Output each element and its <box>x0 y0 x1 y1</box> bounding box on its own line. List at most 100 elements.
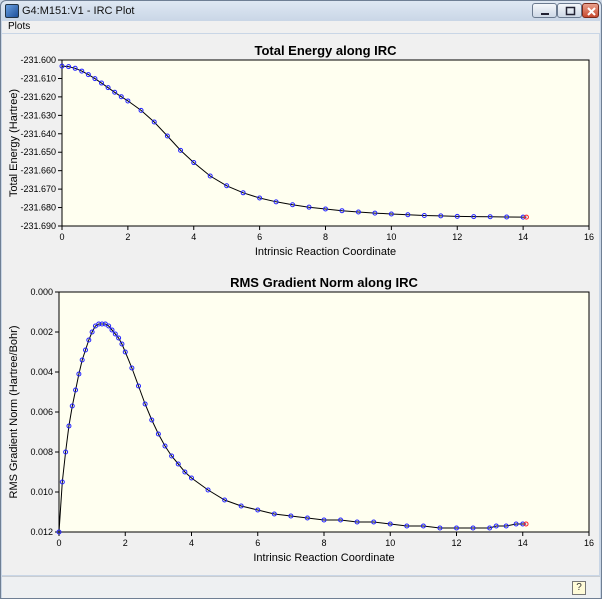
title-bar[interactable]: G4:M151:V1 - IRC Plot <box>1 1 601 21</box>
x-tick-label: 0 <box>56 538 61 548</box>
data-point <box>72 65 78 71</box>
data-point <box>224 183 230 189</box>
window-title: G4:M151:V1 - IRC Plot <box>22 5 135 17</box>
y-tick-label: -231.650 <box>20 147 56 157</box>
data-point <box>487 214 493 220</box>
data-point <box>520 214 526 220</box>
data-point <box>99 80 105 86</box>
data-point <box>323 206 328 212</box>
x-tick-label: 12 <box>452 232 462 242</box>
data-point <box>471 214 477 220</box>
data-point <box>304 515 310 521</box>
data-point <box>339 208 345 214</box>
data-point <box>122 349 128 355</box>
y-tick-label: -231.680 <box>20 203 56 213</box>
data-point <box>470 525 476 531</box>
data-point <box>92 76 98 82</box>
y-axis-label: Total Energy (Hartree) <box>8 89 20 197</box>
data-point <box>182 469 188 475</box>
data-point <box>420 523 426 529</box>
maximize-button[interactable] <box>557 3 582 18</box>
data-point <box>273 199 279 205</box>
data-point <box>207 173 213 179</box>
data-point <box>105 85 111 91</box>
data-point <box>306 204 312 210</box>
y-tick-label: -231.610 <box>20 73 56 83</box>
data-point <box>238 503 244 509</box>
help-icon[interactable]: ? <box>572 581 586 595</box>
data-point <box>523 214 529 220</box>
y-tick-label: -231.630 <box>20 110 56 120</box>
y-tick-label: -231.640 <box>20 129 56 139</box>
data-point <box>136 383 141 389</box>
data-point <box>454 213 460 219</box>
chart-title: Total Energy along IRC <box>254 43 397 58</box>
data-point <box>79 68 85 74</box>
data-point <box>388 211 394 217</box>
y-tick-label: -231.690 <box>20 221 56 231</box>
data-point <box>404 523 410 529</box>
data-point <box>66 423 72 429</box>
x-tick-label: 16 <box>584 232 594 242</box>
app-icon[interactable] <box>5 4 19 18</box>
data-point <box>112 331 118 337</box>
data-point <box>487 525 493 531</box>
data-point <box>338 517 344 523</box>
data-point <box>89 329 95 335</box>
data-point <box>437 525 443 531</box>
data-point <box>169 453 175 459</box>
data-point <box>118 94 124 100</box>
data-point <box>155 431 161 437</box>
data-point <box>69 403 75 409</box>
y-tick-label: -231.670 <box>20 184 56 194</box>
data-point <box>371 519 377 525</box>
x-tick-label: 4 <box>189 538 194 548</box>
data-point <box>106 323 112 329</box>
data-point <box>321 517 327 523</box>
data-point <box>387 521 393 527</box>
data-point <box>493 523 499 529</box>
status-bar: ? <box>2 576 600 598</box>
data-point <box>79 357 85 363</box>
data-series-line <box>61 65 527 218</box>
data-point <box>523 521 529 527</box>
x-tick-label: 6 <box>257 232 262 242</box>
x-axis-label: Intrinsic Reaction Coordinate <box>255 246 396 258</box>
data-point <box>205 487 211 493</box>
menu-plots[interactable]: Plots <box>8 21 31 32</box>
x-tick-label: 4 <box>191 232 196 242</box>
close-button[interactable] <box>582 3 599 18</box>
close-icon <box>587 7 596 16</box>
x-tick-label: 12 <box>451 538 461 548</box>
total-energy-chart: Total Energy along IRC Intrinsic Reaction… <box>8 43 594 258</box>
data-point <box>421 212 427 218</box>
y-tick-label: 0.004 <box>30 367 53 377</box>
y-tick-label: 0.008 <box>30 447 53 457</box>
data-point <box>86 337 92 343</box>
data-point <box>63 449 69 455</box>
x-tick-label: 14 <box>518 232 528 242</box>
x-tick-label: 8 <box>323 232 328 242</box>
data-point <box>189 475 194 481</box>
maximize-icon <box>565 6 576 16</box>
data-point <box>149 417 155 423</box>
data-point <box>85 72 91 78</box>
data-point <box>222 497 228 503</box>
data-point <box>162 443 168 449</box>
x-tick-label: 2 <box>125 232 130 242</box>
data-point <box>175 461 181 467</box>
data-point <box>504 214 510 220</box>
data-point <box>405 212 411 218</box>
data-point <box>73 387 79 393</box>
plot-area: Total Energy along IRC Intrinsic Reaction… <box>2 34 599 575</box>
plot-frame <box>58 291 590 533</box>
data-point <box>151 119 157 125</box>
data-point <box>99 321 105 327</box>
minimize-button[interactable] <box>532 3 557 18</box>
data-point <box>240 190 246 196</box>
data-point <box>76 371 82 377</box>
data-point <box>83 347 88 353</box>
data-point <box>290 202 296 208</box>
x-tick-label: 10 <box>386 232 396 242</box>
